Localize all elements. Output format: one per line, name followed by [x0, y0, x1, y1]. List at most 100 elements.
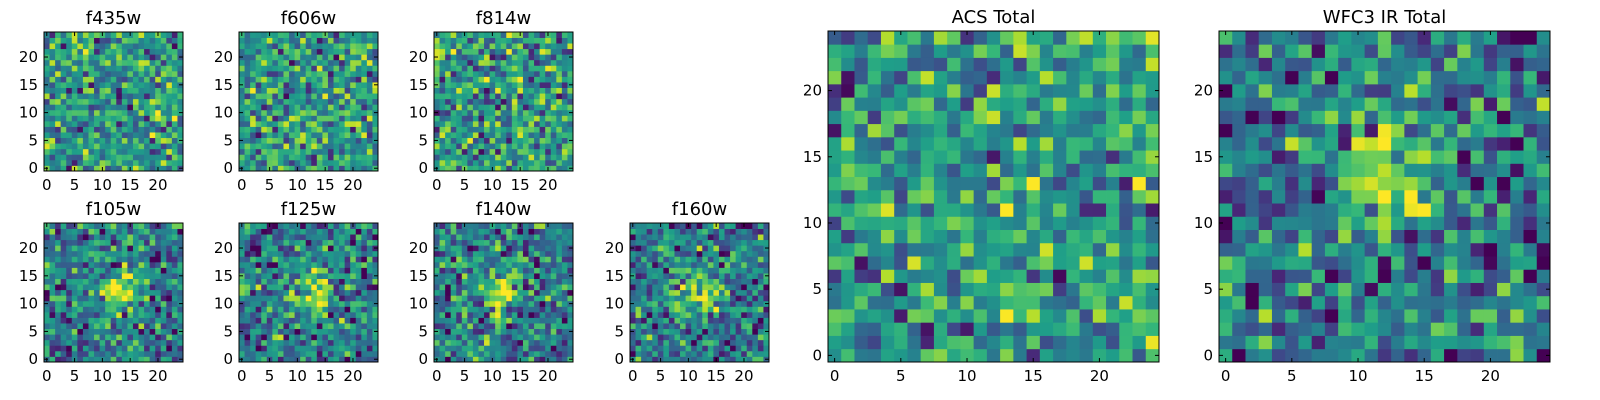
heatmap-cell	[1053, 282, 1067, 297]
heatmap-cell	[539, 334, 546, 341]
heatmap-cell	[60, 109, 67, 116]
heatmap-cell	[724, 339, 731, 346]
heatmap-cell	[289, 37, 295, 44]
heatmap-cell	[138, 32, 145, 38]
heatmap-cell	[366, 143, 373, 150]
heatmap-cell	[691, 278, 698, 285]
heatmap-cell	[272, 59, 279, 66]
heatmap-cell	[289, 159, 295, 166]
heatmap-cell	[77, 98, 84, 105]
heatmap-cell	[144, 323, 151, 330]
heatmap-cell	[439, 267, 446, 274]
heatmap-cell	[478, 43, 485, 50]
heatmap-cell	[539, 228, 546, 235]
heatmap-cell	[66, 328, 73, 335]
heatmap-cell	[82, 54, 89, 61]
heatmap-cell	[289, 43, 295, 50]
heatmap-cell	[556, 328, 563, 335]
heatmap-cell	[116, 356, 123, 363]
heatmap-cell	[116, 339, 123, 346]
heatmap-cell	[467, 284, 474, 291]
heatmap-cell	[177, 143, 184, 150]
heatmap-cell	[366, 334, 373, 341]
heatmap-cell	[294, 120, 301, 127]
heatmap-cell	[372, 70, 379, 77]
heatmap-cell	[327, 165, 334, 172]
heatmap-cell	[652, 223, 659, 229]
heatmap-cell	[713, 256, 720, 263]
heatmap-cell	[718, 228, 725, 235]
heatmap-cell	[511, 228, 518, 235]
heatmap-cell	[244, 48, 251, 55]
heatmap-cell	[674, 256, 681, 263]
heatmap-cell	[138, 93, 145, 100]
heatmap-cell	[344, 87, 351, 94]
heatmap-cell	[277, 328, 284, 335]
heatmap-cell	[702, 261, 709, 268]
heatmap-cell	[757, 223, 764, 229]
heatmap-cell	[294, 306, 301, 313]
heatmap-cell	[685, 306, 692, 313]
heatmap-cell	[545, 345, 552, 352]
heatmap-cell	[461, 76, 468, 83]
heatmap-cell	[545, 143, 552, 150]
heatmap-cell	[757, 261, 764, 268]
heatmap-cell	[467, 261, 474, 268]
heatmap-cell	[556, 132, 563, 139]
heatmap-cell	[155, 93, 162, 100]
heatmap-cell	[94, 339, 100, 346]
heatmap-cell	[713, 278, 720, 285]
heatmap-cell	[506, 154, 513, 161]
heatmap-cell	[77, 148, 84, 155]
heatmap-cell	[244, 350, 251, 357]
heatmap-cell	[685, 345, 692, 352]
heatmap-cell	[160, 76, 167, 83]
heatmap-cell	[344, 234, 351, 241]
heatmap-cell	[110, 132, 117, 139]
heatmap-cell	[49, 120, 56, 127]
heatmap-cell	[77, 306, 84, 313]
heatmap-cell	[567, 32, 574, 38]
heatmap-cell	[522, 70, 529, 77]
heatmap-cell	[484, 82, 490, 88]
heatmap-cell	[171, 76, 178, 83]
heatmap-cell	[105, 273, 112, 279]
heatmap-cell	[724, 261, 731, 268]
heatmap-cell	[261, 267, 268, 274]
heatmap-cell	[305, 98, 312, 105]
heatmap-cell	[539, 48, 546, 55]
heatmap-cell	[366, 300, 373, 307]
heatmap-cell	[177, 339, 184, 346]
heatmap-cell	[316, 165, 323, 172]
heatmap-cell	[506, 245, 513, 252]
heatmap-cell	[244, 43, 251, 50]
heatmap-cell	[160, 37, 167, 44]
heatmap-cell	[244, 70, 251, 77]
heatmap-cell	[88, 234, 95, 241]
heatmap-cell	[277, 345, 284, 352]
heatmap-cell	[99, 261, 106, 268]
heatmap-cell	[556, 334, 563, 341]
heatmap-cell	[484, 250, 490, 257]
heatmap-cell	[272, 295, 279, 302]
heatmap-cell	[344, 339, 351, 346]
heatmap-cell	[305, 65, 312, 72]
heatmap-cell	[657, 267, 664, 274]
heatmap-cell	[489, 317, 496, 324]
heatmap-cell	[854, 309, 869, 323]
heatmap-cell	[707, 317, 714, 324]
heatmap-cell	[707, 356, 714, 363]
heatmap-cell	[361, 98, 368, 105]
heatmap-cell	[907, 189, 922, 204]
heatmap-cell	[439, 345, 446, 352]
heatmap-cell	[506, 159, 513, 166]
heatmap-cell	[99, 104, 106, 111]
heatmap-cell	[322, 234, 329, 241]
heatmap-cell	[305, 284, 312, 291]
heatmap-cell	[255, 323, 262, 330]
heatmap-cell	[339, 223, 346, 229]
heatmap-cell	[500, 137, 507, 144]
heatmap-cell	[244, 284, 251, 291]
heatmap-cell	[550, 239, 557, 246]
heatmap-cell	[300, 54, 307, 61]
